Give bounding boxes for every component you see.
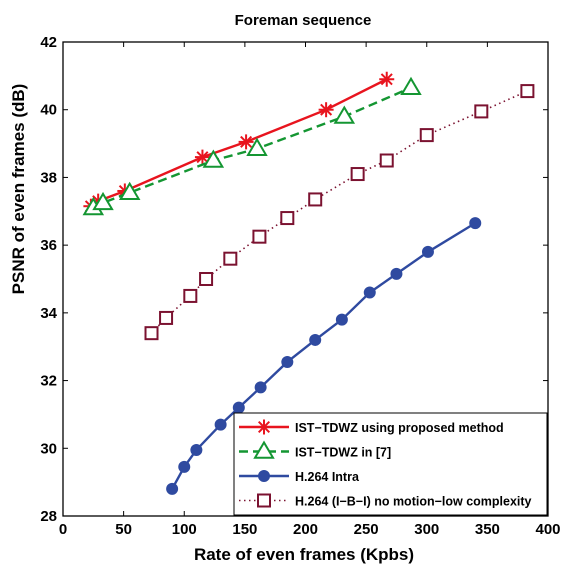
data-point bbox=[469, 217, 482, 230]
data-point bbox=[238, 134, 254, 150]
data-point bbox=[419, 128, 434, 143]
x-axis-label: Rate of even frames (Kpbs) bbox=[194, 545, 414, 564]
data-point bbox=[144, 326, 159, 341]
x-tick-label: 100 bbox=[172, 521, 197, 538]
data-point bbox=[400, 76, 422, 96]
data-point bbox=[246, 137, 268, 156]
series-layer bbox=[82, 71, 535, 495]
y-tick-label: 30 bbox=[40, 440, 57, 457]
data-point bbox=[118, 181, 141, 200]
legend-label: H.264 Intra bbox=[295, 470, 360, 484]
data-point bbox=[379, 153, 394, 168]
legend-marker bbox=[256, 419, 272, 435]
x-tick-label: 350 bbox=[475, 521, 500, 538]
x-tick-label: 0 bbox=[59, 521, 67, 538]
y-tick-label: 28 bbox=[40, 508, 57, 525]
x-tick-label: 400 bbox=[535, 521, 560, 538]
data-point bbox=[166, 482, 179, 495]
data-point bbox=[309, 333, 322, 346]
legend-marker bbox=[253, 440, 275, 459]
data-point bbox=[252, 229, 267, 244]
x-tick-label: 300 bbox=[414, 521, 439, 538]
data-point bbox=[159, 310, 174, 325]
series-h264-intra bbox=[166, 217, 482, 495]
data-point bbox=[333, 105, 356, 124]
data-point bbox=[178, 460, 191, 473]
chart-title: Foreman sequence bbox=[235, 12, 372, 29]
legend-box bbox=[233, 412, 548, 516]
data-point bbox=[92, 191, 114, 211]
data-point bbox=[363, 286, 376, 299]
x-tick-label: 250 bbox=[354, 521, 379, 538]
data-point bbox=[183, 288, 198, 303]
data-point bbox=[254, 381, 267, 394]
data-point bbox=[335, 313, 348, 326]
legend-label: H.264 (I−B−I) no motion−low complexity bbox=[295, 495, 532, 509]
y-tick-label: 34 bbox=[40, 305, 57, 322]
x-tick-label: 50 bbox=[115, 521, 132, 538]
y-tick-label: 42 bbox=[40, 34, 57, 51]
data-point bbox=[390, 267, 403, 280]
series-h264-ibi bbox=[144, 84, 535, 341]
data-point bbox=[214, 418, 227, 431]
data-point bbox=[202, 149, 225, 168]
y-tick-label: 38 bbox=[40, 169, 57, 186]
axes: 0 50 100 150 200 250 300 350 400 28 30 32 34 36 38 40 42 bbox=[40, 34, 560, 538]
data-point bbox=[318, 102, 334, 118]
data-point bbox=[520, 84, 535, 99]
data-point bbox=[190, 443, 203, 456]
legend-item-ist-tdwz: IST−TDWZ in [7] bbox=[239, 440, 391, 460]
data-point bbox=[280, 211, 295, 226]
legend: IST−TDWZ using proposed method IST−TDWZ i… bbox=[233, 412, 548, 516]
data-point bbox=[421, 245, 434, 258]
data-point bbox=[223, 251, 238, 266]
data-point bbox=[194, 149, 210, 165]
data-point bbox=[379, 71, 395, 87]
data-point bbox=[308, 192, 323, 207]
legend-label: IST−TDWZ in [7] bbox=[295, 446, 391, 460]
legend-marker bbox=[257, 493, 271, 508]
data-point bbox=[281, 355, 294, 368]
legend-item-h264-intra: H.264 Intra bbox=[239, 470, 360, 484]
data-point bbox=[232, 401, 245, 414]
y-tick-label: 40 bbox=[40, 102, 57, 119]
legend-marker bbox=[258, 470, 270, 482]
y-axis-label: PSNR of even frames (dB) bbox=[9, 84, 28, 295]
legend-item-proposed: IST−TDWZ using proposed method bbox=[239, 419, 504, 435]
x-tick-label: 150 bbox=[232, 521, 257, 538]
y-tick-label: 36 bbox=[40, 237, 57, 254]
y-tick-label: 32 bbox=[40, 373, 57, 390]
series-ist-tdwz bbox=[82, 76, 422, 216]
data-point bbox=[474, 104, 489, 119]
data-point bbox=[199, 272, 214, 286]
x-tick-label: 200 bbox=[293, 521, 318, 538]
data-point bbox=[350, 167, 365, 182]
legend-item-h264-ibi: H.264 (I−B−I) no motion−low complexity bbox=[239, 493, 532, 509]
legend-label: IST−TDWZ using proposed method bbox=[295, 421, 504, 435]
